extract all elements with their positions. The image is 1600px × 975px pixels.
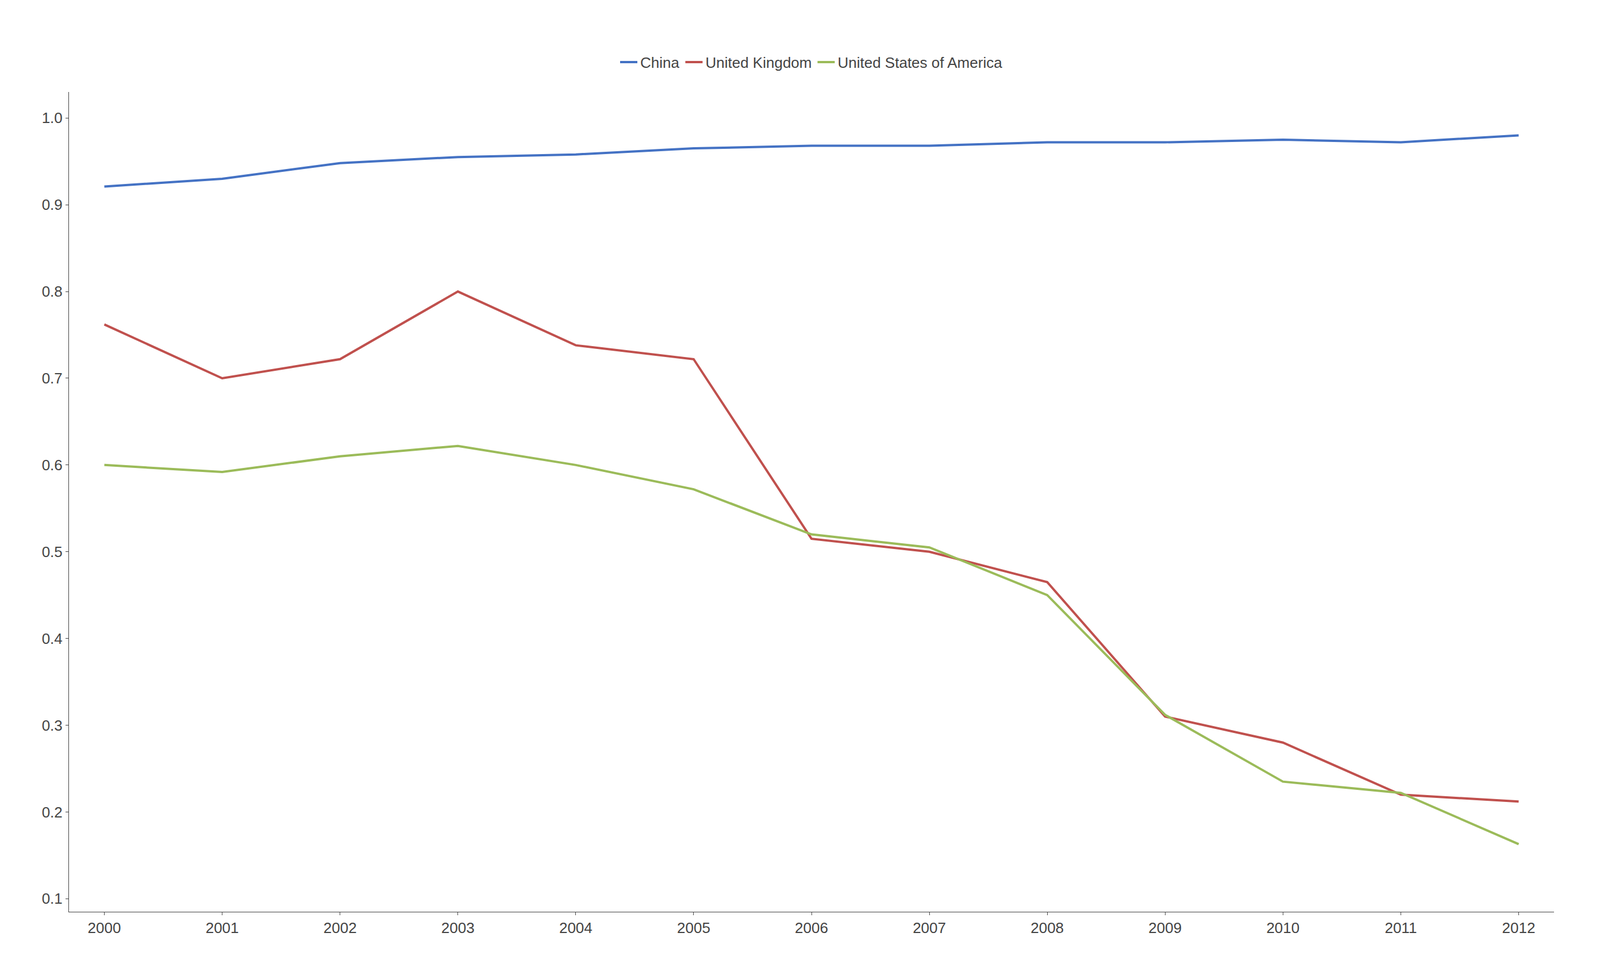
svg-text:2012: 2012 bbox=[1502, 918, 1536, 937]
svg-text:2006: 2006 bbox=[794, 918, 829, 937]
svg-text:0.3: 0.3 bbox=[41, 716, 63, 734]
svg-text:2002: 2002 bbox=[323, 918, 357, 937]
svg-text:2004: 2004 bbox=[559, 918, 593, 937]
svg-text:2007: 2007 bbox=[912, 918, 946, 937]
svg-text:0.7: 0.7 bbox=[41, 369, 63, 387]
svg-text:2000: 2000 bbox=[87, 918, 122, 937]
svg-text:United States of America: United States of America bbox=[837, 54, 1003, 72]
svg-text:1.0: 1.0 bbox=[41, 109, 63, 127]
svg-text:2009: 2009 bbox=[1148, 918, 1182, 937]
svg-text:2003: 2003 bbox=[441, 918, 475, 937]
svg-text:2001: 2001 bbox=[205, 918, 240, 937]
svg-text:2008: 2008 bbox=[1030, 918, 1064, 937]
svg-text:0.6: 0.6 bbox=[41, 456, 63, 474]
svg-text:0.9: 0.9 bbox=[41, 195, 63, 214]
svg-text:2011: 2011 bbox=[1384, 918, 1417, 937]
svg-text:2005: 2005 bbox=[677, 918, 711, 937]
svg-text:0.5: 0.5 bbox=[41, 543, 63, 561]
svg-text:China: China bbox=[640, 54, 680, 72]
svg-text:United Kingdom: United Kingdom bbox=[705, 54, 812, 72]
svg-text:0.1: 0.1 bbox=[41, 889, 63, 907]
svg-text:0.2: 0.2 bbox=[41, 803, 63, 821]
svg-text:2010: 2010 bbox=[1266, 918, 1300, 937]
svg-text:0.8: 0.8 bbox=[41, 282, 63, 300]
svg-text:0.4: 0.4 bbox=[41, 629, 63, 648]
